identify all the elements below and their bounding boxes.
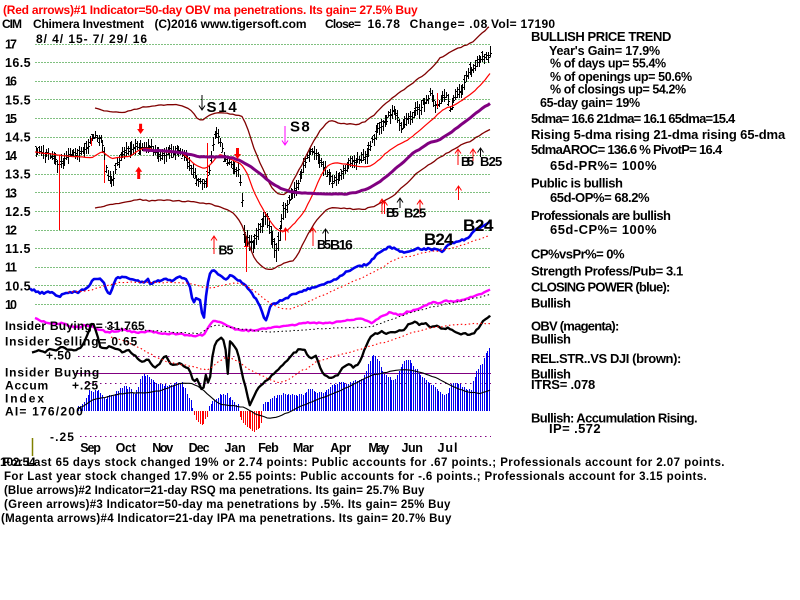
svg-text:+.25: +.25 xyxy=(72,379,99,393)
svg-text:Apr: Apr xyxy=(330,441,351,455)
svg-text:5dmaAROC= 136.6 % PivotP= 16.: 5dmaAROC= 136.6 % PivotP= 16.4 xyxy=(531,142,723,157)
svg-text:Strength Profess/Pub= 3.1: Strength Profess/Pub= 3.1 xyxy=(531,264,683,279)
svg-text:BULLISH PRICE TREND: BULLISH PRICE TREND xyxy=(531,29,671,44)
svg-text:Nov: Nov xyxy=(152,441,173,455)
svg-text:Change= .08: Change= .08 xyxy=(410,17,488,31)
svg-text:Bullish: Bullish xyxy=(531,367,571,382)
svg-text:102.54: 102.54 xyxy=(0,455,36,469)
svg-text:Public is bullish: Public is bullish xyxy=(531,176,623,191)
svg-text:Bullish: Accumulation Rising.: Bullish: Accumulation Rising. xyxy=(531,411,697,426)
svg-text:Chimera Investment: Chimera Investment xyxy=(33,17,144,31)
svg-text:Year's Gain= 17.9%: Year's Gain= 17.9% xyxy=(549,44,660,58)
svg-text:B5: B5 xyxy=(317,238,331,252)
svg-text:CIM: CIM xyxy=(2,17,22,31)
svg-text:11.5: 11.5 xyxy=(5,242,31,256)
svg-text:CLOSING POWER (blue):: CLOSING POWER (blue): xyxy=(531,280,670,295)
svg-text:11: 11 xyxy=(5,261,17,275)
svg-text:Mar: Mar xyxy=(293,441,314,455)
svg-text:B25: B25 xyxy=(480,154,502,169)
svg-text:65-day gain= 19%: 65-day gain= 19% xyxy=(540,96,640,110)
svg-text:CP%vsPr%= 0%: CP%vsPr%= 0% xyxy=(531,247,625,262)
svg-text:-.25: -.25 xyxy=(50,430,75,444)
svg-text:Accum: Accum xyxy=(5,379,49,393)
svg-text:16.5: 16.5 xyxy=(5,56,31,70)
svg-text:Sep: Sep xyxy=(80,441,101,455)
svg-text:Dec: Dec xyxy=(189,441,210,455)
svg-text:65d-OP%= 68.2%: 65d-OP%= 68.2% xyxy=(550,190,650,205)
svg-text:% of openings up= 50.6%: % of openings up= 50.6% xyxy=(550,70,692,84)
svg-text:Oct: Oct xyxy=(116,441,137,455)
svg-text:S14: S14 xyxy=(207,99,239,116)
svg-text:OBV (magenta):: OBV (magenta): xyxy=(531,319,619,334)
svg-text:Rising 5-dma rising 21-dma r: Rising 5-dma rising 21-dma rising 65-dma xyxy=(531,127,786,142)
svg-text:For Last year stock changed 1: For Last year stock changed 17.9% or 2.5… xyxy=(4,471,707,483)
svg-text:Feb: Feb xyxy=(258,441,279,455)
svg-text:10.5: 10.5 xyxy=(5,279,31,293)
svg-text:B24: B24 xyxy=(463,216,494,235)
svg-text:S8: S8 xyxy=(290,119,311,136)
svg-text:B25: B25 xyxy=(404,206,426,221)
svg-text:Insider Selling= 0.65: Insider Selling= 0.65 xyxy=(5,335,138,349)
svg-text:REL.STR..VS DJI (brown):: REL.STR..VS DJI (brown): xyxy=(531,351,681,366)
svg-text:AI= 176/200: AI= 176/200 xyxy=(5,405,84,419)
svg-text:(C)2016 www.tigersoft.com: (C)2016 www.tigersoft.com xyxy=(155,17,307,31)
svg-text:(Red arrows)#1 Indicator=50-da: (Red arrows)#1 Indicator=50-day OBV ma p… xyxy=(3,3,418,17)
svg-text:Professionals are bullish: Professionals are bullish xyxy=(531,208,671,223)
svg-text:B5: B5 xyxy=(219,244,234,258)
svg-text:15.5: 15.5 xyxy=(5,93,31,107)
svg-text:16.78: 16.78 xyxy=(368,17,401,31)
svg-text:13.5: 13.5 xyxy=(5,168,31,182)
svg-text:+.50: +.50 xyxy=(46,349,72,363)
svg-text:May: May xyxy=(368,441,389,455)
svg-text:Bullish: Bullish xyxy=(531,332,571,347)
svg-text:Index: Index xyxy=(5,392,46,406)
svg-text:Vol= 17190: Vol= 17190 xyxy=(491,17,555,31)
svg-text:8/ 4/ 15- 7/ 29/ 16: 8/ 4/ 15- 7/ 29/ 16 xyxy=(36,32,148,46)
svg-text:Jan: Jan xyxy=(225,441,246,455)
svg-text:(Blue arrows)#2 Indicator=21-d: (Blue arrows)#2 Indicator=21-day RSQ ma … xyxy=(4,485,425,497)
svg-text:14.5: 14.5 xyxy=(5,131,31,145)
svg-text:Jul: Jul xyxy=(438,441,459,455)
svg-text:% of days up= 55.4%: % of days up= 55.4% xyxy=(550,57,666,71)
svg-text:B16: B16 xyxy=(330,237,353,253)
svg-text:For Last 65 days stock changed: For Last 65 days stock changed 19% or 2.… xyxy=(3,457,725,469)
svg-text:ITRS= .078: ITRS= .078 xyxy=(531,377,595,392)
svg-text:12.5: 12.5 xyxy=(5,205,31,219)
svg-text:Bullish: Bullish xyxy=(531,296,571,311)
svg-text:Close=: Close= xyxy=(325,17,361,31)
svg-text:Jun: Jun xyxy=(402,441,423,455)
svg-text:IP= .572: IP= .572 xyxy=(549,421,601,436)
svg-text:% of closings up= 54.2%: % of closings up= 54.2% xyxy=(550,83,686,97)
svg-text:5dma= 16.6 21dma= 16.1 65dma=1: 5dma= 16.6 21dma= 16.1 65dma=15.4 xyxy=(531,111,736,126)
svg-text:B24: B24 xyxy=(424,230,454,249)
svg-text:65d-PR%= 100%: 65d-PR%= 100% xyxy=(550,158,657,173)
svg-text:(Green arrows)#3 Indicator=50-: (Green arrows)#3 Indicator=50-day ma pen… xyxy=(4,499,451,511)
svg-text:Insider Buying: Insider Buying xyxy=(5,366,100,380)
svg-text:65d-CP%= 100%: 65d-CP%= 100% xyxy=(550,222,657,237)
svg-text:Insider Buying = 31,765: Insider Buying = 31,765 xyxy=(5,319,145,333)
svg-text:(Magenta arrows)#4 Indicator=2: (Magenta arrows)#4 Indicator=21-day IPA … xyxy=(1,513,452,525)
